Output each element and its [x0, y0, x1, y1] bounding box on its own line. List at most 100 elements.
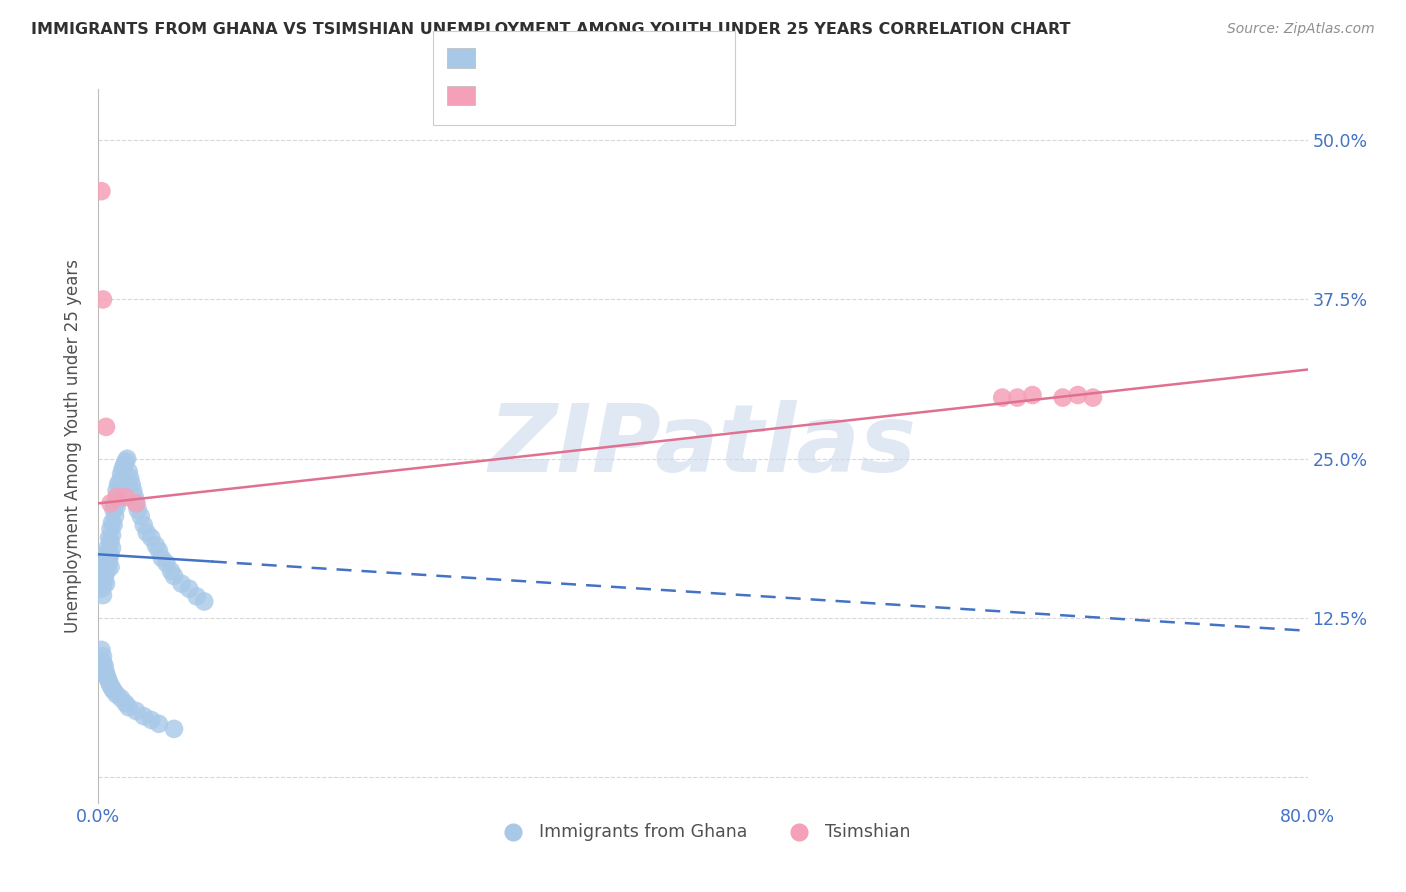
Point: [114, 454, 136, 468]
Point: [105, 490, 128, 504]
Point: [141, 713, 163, 727]
Point: [101, 516, 124, 530]
Point: [118, 700, 141, 714]
Point: [90, 566, 112, 581]
Point: [1067, 388, 1090, 402]
Text: -0.024: -0.024: [517, 49, 574, 67]
Point: [193, 594, 215, 608]
Point: [103, 502, 125, 516]
Point: [186, 590, 208, 604]
Point: [107, 477, 129, 491]
Text: N =: N =: [578, 49, 627, 67]
Point: [96, 551, 118, 566]
Point: [93, 573, 115, 587]
Point: [112, 458, 135, 472]
Point: [100, 534, 122, 549]
Point: [94, 556, 117, 570]
Point: [93, 658, 115, 673]
Text: 82: 82: [616, 49, 640, 67]
Point: [90, 582, 112, 596]
Y-axis label: Unemployment Among Youth under 25 years: Unemployment Among Youth under 25 years: [65, 259, 83, 633]
Point: [170, 576, 193, 591]
Point: [94, 665, 117, 680]
Point: [110, 467, 132, 481]
Point: [91, 560, 114, 574]
Point: [93, 662, 115, 676]
Point: [101, 681, 124, 695]
Point: [94, 547, 117, 561]
Point: [96, 541, 118, 555]
Text: Source: ZipAtlas.com: Source: ZipAtlas.com: [1227, 22, 1375, 37]
Point: [135, 525, 157, 540]
Point: [94, 668, 117, 682]
Point: [129, 509, 152, 524]
Point: [132, 709, 155, 723]
Point: [94, 566, 117, 581]
Point: [101, 541, 124, 555]
Point: [150, 551, 173, 566]
Point: [1081, 391, 1104, 405]
Point: [163, 569, 186, 583]
Point: [91, 579, 114, 593]
Point: [105, 483, 128, 498]
Text: IMMIGRANTS FROM GHANA VS TSIMSHIAN UNEMPLOYMENT AMONG YOUTH UNDER 25 YEARS CORRE: IMMIGRANTS FROM GHANA VS TSIMSHIAN UNEMP…: [31, 22, 1070, 37]
Point: [141, 531, 163, 545]
Point: [108, 475, 131, 489]
Point: [91, 293, 114, 307]
Point: [132, 518, 155, 533]
Legend: Immigrants from Ghana, Tsimshian: Immigrants from Ghana, Tsimshian: [488, 816, 918, 847]
Point: [93, 554, 115, 568]
Point: [94, 576, 117, 591]
Point: [160, 564, 183, 578]
Point: [98, 531, 121, 545]
Point: [163, 722, 186, 736]
Point: [100, 560, 122, 574]
Point: [125, 496, 148, 510]
Point: [91, 656, 114, 670]
Point: [111, 462, 134, 476]
Point: [100, 679, 122, 693]
Point: [121, 477, 143, 491]
Point: [100, 547, 122, 561]
Point: [100, 496, 122, 510]
Point: [105, 500, 128, 515]
Point: [145, 538, 167, 552]
Point: [101, 528, 124, 542]
Point: [103, 518, 125, 533]
Point: [103, 683, 125, 698]
Text: R =: R =: [486, 49, 524, 67]
Point: [118, 465, 141, 479]
Point: [114, 697, 136, 711]
Point: [1021, 388, 1043, 402]
Point: [94, 420, 117, 434]
Point: [122, 483, 145, 498]
Point: [96, 561, 118, 575]
Point: [91, 569, 114, 583]
Point: [98, 543, 121, 558]
Point: [100, 522, 122, 536]
Point: [98, 554, 121, 568]
Text: ZIPatlas: ZIPatlas: [489, 400, 917, 492]
Point: [148, 716, 170, 731]
Point: [155, 556, 177, 570]
Text: N =: N =: [578, 87, 627, 104]
Point: [96, 671, 118, 685]
Text: 13: 13: [616, 87, 640, 104]
Text: R =: R =: [486, 87, 524, 104]
Point: [125, 704, 148, 718]
Point: [104, 496, 127, 510]
Point: [991, 391, 1014, 405]
Point: [98, 674, 121, 689]
Point: [93, 564, 115, 578]
Point: [179, 582, 201, 596]
Point: [1007, 391, 1029, 405]
Text: 0.310: 0.310: [517, 87, 572, 104]
Point: [127, 502, 149, 516]
Point: [115, 451, 138, 466]
Point: [148, 543, 170, 558]
Point: [90, 643, 112, 657]
Point: [90, 184, 112, 198]
Point: [107, 492, 129, 507]
Point: [114, 490, 136, 504]
Point: [120, 471, 142, 485]
